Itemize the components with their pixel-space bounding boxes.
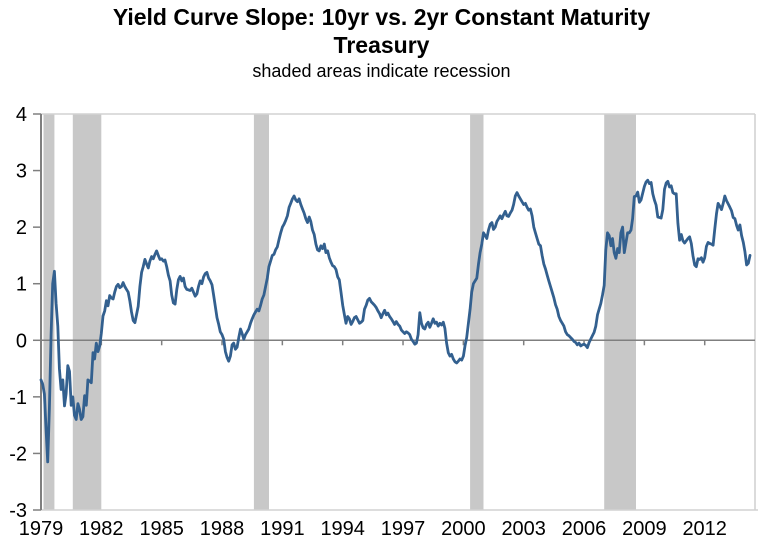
spread-line-path xyxy=(39,178,752,464)
chart-title-line1: Yield Curve Slope: 10yr vs. 2yr Constant… xyxy=(112,4,651,30)
y-axis-labels: -3 -2 -1 0 1 2 3 4 xyxy=(9,104,27,522)
recession-band xyxy=(604,114,636,510)
recession-bands xyxy=(43,114,636,510)
y-tick-label: -2 xyxy=(9,443,27,465)
x-tick-label: 2012 xyxy=(682,518,727,540)
x-tick-label: 2003 xyxy=(501,518,546,540)
x-tick-label: 1997 xyxy=(381,518,426,540)
y-tick-label: 4 xyxy=(16,104,27,126)
y-tick-label: -1 xyxy=(9,387,27,409)
y-tick-label: 0 xyxy=(16,330,27,352)
y-tick-label: 2 xyxy=(16,217,27,239)
y-tick-label: 3 xyxy=(16,161,27,183)
x-axis-labels: 1979 1982 1985 1988 1991 1994 1997 2000 2003 2006… xyxy=(19,518,727,540)
x-tick-label: 1979 xyxy=(19,518,64,540)
x-tick-label: 1991 xyxy=(260,518,305,540)
recession-band xyxy=(470,114,484,510)
y-tick-label: 1 xyxy=(16,274,27,296)
chart-title-block: Yield Curve Slope: 10yr vs. 2yr Constant… xyxy=(0,3,763,82)
x-tick-label: 1994 xyxy=(320,518,365,540)
x-tick-label: 1982 xyxy=(79,518,124,540)
y-axis-ticks xyxy=(33,113,41,511)
recession-band xyxy=(43,114,55,510)
spread-line xyxy=(39,178,752,464)
x-tick-label: 1988 xyxy=(200,518,245,540)
y-tick-label: -3 xyxy=(9,500,27,522)
recession-band xyxy=(253,114,269,510)
chart-title-line2: Treasury xyxy=(333,32,430,58)
plot-border xyxy=(41,113,758,511)
recession-band xyxy=(72,114,102,510)
x-tick-label: 2006 xyxy=(562,518,607,540)
x-tick-label: 2000 xyxy=(441,518,486,540)
chart-subtitle: shaded areas indicate recession xyxy=(252,61,511,81)
x-tick-label: 1985 xyxy=(139,518,184,540)
x-tick-label: 2009 xyxy=(622,518,667,540)
